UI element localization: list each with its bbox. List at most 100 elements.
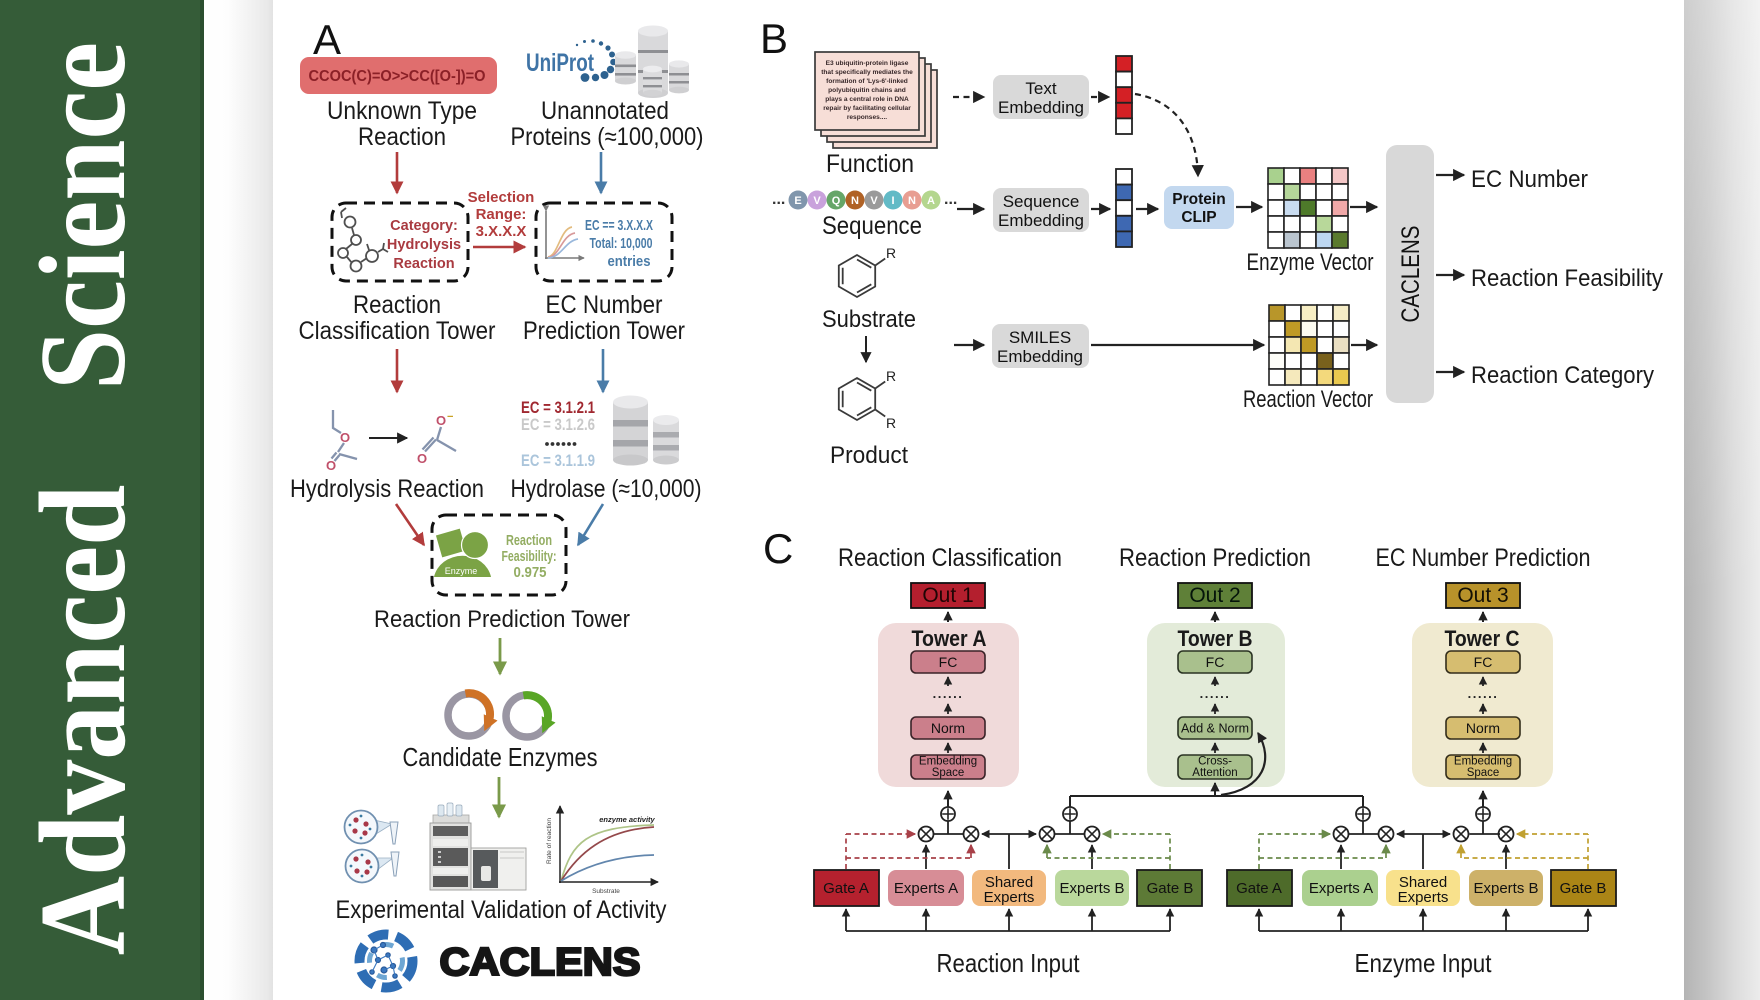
svg-text:Substrate: Substrate xyxy=(822,306,916,333)
svg-text:Embedding: Embedding xyxy=(1454,756,1512,768)
svg-text:EC = 3.1.1.9: EC = 3.1.1.9 xyxy=(521,452,595,470)
svg-text:R: R xyxy=(886,415,896,431)
svg-text:Norm: Norm xyxy=(1466,720,1500,736)
svg-text:N: N xyxy=(908,195,916,207)
svg-text:Feasibility:: Feasibility: xyxy=(502,548,557,565)
svg-text:CLIP: CLIP xyxy=(1181,209,1216,226)
svg-text:Product: Product xyxy=(830,442,908,469)
svg-text:Gate B: Gate B xyxy=(1560,880,1607,897)
svg-text:Proteins (≈100,000): Proteins (≈100,000) xyxy=(511,123,704,151)
svg-text:Gate B: Gate B xyxy=(1147,880,1194,897)
svg-text:Add & Norm: Add & Norm xyxy=(1181,722,1249,736)
svg-text:...: ... xyxy=(944,191,957,208)
svg-text:that specifically mediates the: that specifically mediates the xyxy=(821,69,913,76)
svg-text:Total: 10,000: Total: 10,000 xyxy=(590,235,653,252)
svg-text:B: B xyxy=(760,15,788,62)
svg-text:Experts B: Experts B xyxy=(1473,880,1538,897)
svg-text:......: ...... xyxy=(1200,686,1231,701)
svg-text:Substrate: Substrate xyxy=(592,888,620,895)
svg-text:UniProt: UniProt xyxy=(526,49,595,77)
svg-text:EC Number: EC Number xyxy=(546,291,663,319)
svg-text:V: V xyxy=(813,195,821,207)
svg-text:Text: Text xyxy=(1025,79,1056,98)
svg-text:plays a central role in DNA: plays a central role in DNA xyxy=(825,96,909,103)
svg-text:Reaction Feasibility: Reaction Feasibility xyxy=(1471,265,1663,292)
svg-text:3.X.X.X: 3.X.X.X xyxy=(476,223,527,240)
svg-text:Gate A: Gate A xyxy=(1236,880,1282,897)
svg-text:Embedding: Embedding xyxy=(919,756,977,768)
svg-text:Out 3: Out 3 xyxy=(1457,584,1508,607)
svg-text:Reaction Category: Reaction Category xyxy=(1471,362,1654,389)
svg-text:CACLENS: CACLENS xyxy=(1397,226,1425,323)
svg-text:Experts A: Experts A xyxy=(1309,880,1373,897)
svg-text:Hydrolysis Reaction: Hydrolysis Reaction xyxy=(290,475,484,503)
svg-text:Sequence: Sequence xyxy=(1003,192,1080,211)
svg-text:Tower C: Tower C xyxy=(1445,626,1520,651)
svg-text:Reaction Classification: Reaction Classification xyxy=(838,544,1062,572)
svg-text:entries: entries xyxy=(608,253,651,270)
svg-text:Experimental Validation of Act: Experimental Validation of Activity xyxy=(336,896,667,924)
svg-text:Out 1: Out 1 xyxy=(922,584,973,607)
svg-text:Tower B: Tower B xyxy=(1178,626,1253,651)
svg-text:I: I xyxy=(891,195,894,207)
svg-text:Reaction Vector: Reaction Vector xyxy=(1243,386,1373,413)
svg-text:Q: Q xyxy=(832,195,841,207)
svg-text:Norm: Norm xyxy=(931,720,965,736)
svg-text:Enzyme: Enzyme xyxy=(445,566,478,576)
svg-text:enzyme activity: enzyme activity xyxy=(599,815,655,824)
svg-text:Function: Function xyxy=(826,150,914,178)
svg-text:Range:: Range: xyxy=(476,206,527,223)
svg-text:Category:: Category: xyxy=(390,218,458,234)
svg-text:A: A xyxy=(313,16,341,63)
svg-text:A: A xyxy=(927,195,935,207)
svg-text:Reaction: Reaction xyxy=(506,532,552,549)
svg-text:R: R xyxy=(886,245,896,261)
svg-text:O: O xyxy=(417,451,427,466)
svg-text:Hydrolysis: Hydrolysis xyxy=(387,237,461,253)
svg-text:E3 ubiquitin-protein ligase: E3 ubiquitin-protein ligase xyxy=(826,60,909,67)
svg-text:Candidate Enzymes: Candidate Enzymes xyxy=(403,742,598,772)
svg-text:......: ...... xyxy=(933,686,964,701)
svg-text:E: E xyxy=(794,195,801,207)
svg-text:Unknown Type: Unknown Type xyxy=(327,97,477,125)
svg-text:Classification Tower: Classification Tower xyxy=(299,317,496,345)
svg-text:EC == 3.X.X.X: EC == 3.X.X.X xyxy=(585,217,653,234)
svg-text:Enzyme Vector: Enzyme Vector xyxy=(1247,249,1374,276)
svg-text:polyubiquitin chains and: polyubiquitin chains and xyxy=(828,87,906,94)
svg-text:Protein: Protein xyxy=(1172,191,1225,208)
svg-text:formation of 'Lys-6'-linked: formation of 'Lys-6'-linked xyxy=(826,78,908,85)
svg-text:C: C xyxy=(763,525,793,572)
svg-text:Reaction: Reaction xyxy=(393,256,454,272)
svg-text:Selection: Selection xyxy=(468,189,535,206)
svg-text:O: O xyxy=(326,458,336,473)
svg-text:Space: Space xyxy=(932,767,965,779)
svg-text:EC Number Prediction: EC Number Prediction xyxy=(1376,544,1591,572)
svg-text:Cross-: Cross- xyxy=(1198,756,1232,768)
svg-text:Shared: Shared xyxy=(985,874,1033,891)
svg-text:Sequence: Sequence xyxy=(822,212,922,240)
svg-text:O: O xyxy=(436,413,446,428)
svg-text:N: N xyxy=(851,195,859,207)
svg-text:Space: Space xyxy=(1467,767,1500,779)
svg-text:FC: FC xyxy=(1206,654,1225,670)
svg-text:Reaction: Reaction xyxy=(353,291,441,319)
svg-text:CACLENS: CACLENS xyxy=(440,941,641,984)
svg-text:Enzyme Input: Enzyme Input xyxy=(1355,948,1493,978)
svg-text:EC = 3.1.2.6: EC = 3.1.2.6 xyxy=(521,416,595,434)
svg-text:0.975: 0.975 xyxy=(514,564,547,581)
svg-text:−: − xyxy=(447,411,453,423)
svg-text:SMILES: SMILES xyxy=(1009,328,1071,347)
svg-text:Rate of reaction: Rate of reaction xyxy=(546,818,553,864)
svg-text:Out 2: Out 2 xyxy=(1189,584,1240,607)
svg-text:Experts B: Experts B xyxy=(1059,880,1124,897)
svg-text:EC Number: EC Number xyxy=(1471,166,1588,193)
svg-text:repair by facilitating cellula: repair by facilitating cellular xyxy=(823,105,911,112)
svg-text:Gate A: Gate A xyxy=(823,880,869,897)
svg-text:Prediction Tower: Prediction Tower xyxy=(523,317,685,345)
svg-text:V: V xyxy=(870,195,878,207)
svg-text:Hydrolase (≈10,000): Hydrolase (≈10,000) xyxy=(511,475,702,503)
svg-text:O: O xyxy=(340,430,350,445)
svg-text:Reaction Prediction: Reaction Prediction xyxy=(1119,544,1311,572)
svg-text:Attention: Attention xyxy=(1192,767,1237,779)
svg-text:Experts: Experts xyxy=(984,889,1035,906)
